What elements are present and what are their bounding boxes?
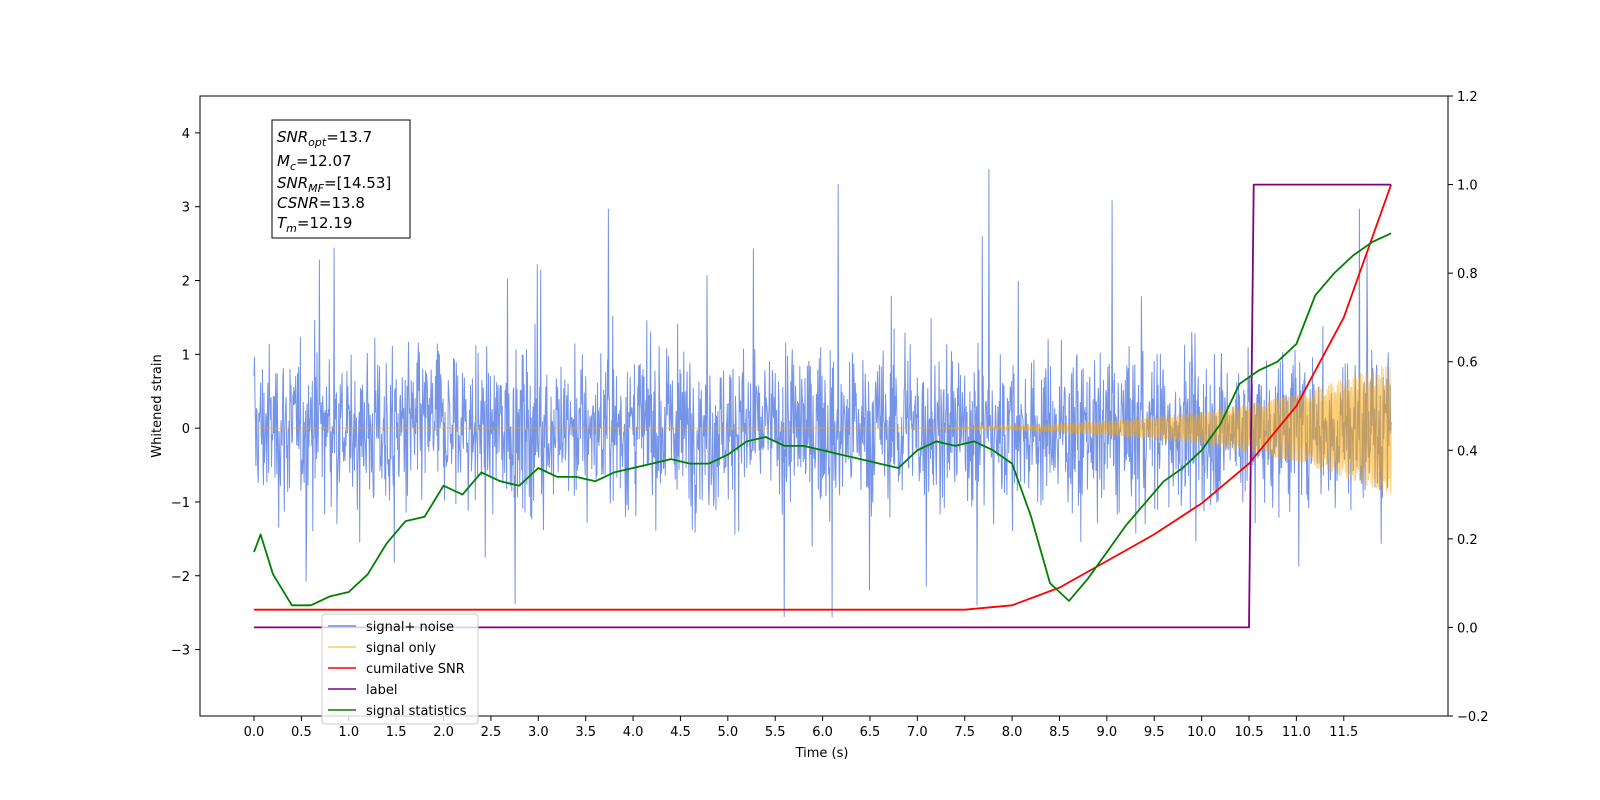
y-axis-label: Whitened strain	[150, 354, 165, 457]
x-tick-label: 2.0	[433, 725, 454, 740]
legend-label-cumilative-snr: cumilative SNR	[366, 662, 465, 677]
x-tick-label: 1.5	[386, 725, 407, 740]
cumilative-snr-line	[254, 184, 1392, 611]
overlay-series	[253, 183, 1392, 629]
annotation-frame	[271, 119, 411, 239]
y-left-tick-label: 0	[182, 422, 190, 437]
label-line	[254, 183, 1392, 629]
x-tick-label: 0.5	[291, 725, 312, 740]
annotation-snr-mf: SNRMF=[14.53]	[277, 174, 391, 195]
x-tick-label: 5.5	[765, 725, 786, 740]
x-axis: 0.0 0.5 1.0 1.5 2.0 2.5 3.0 3.5 4.0 4.5 5.0 5.5 6.0 6…	[244, 716, 1358, 740]
x-tick-label: 4.5	[670, 725, 691, 740]
annotation-mc: Mc=12.07	[277, 152, 352, 173]
legend-label-label: label	[366, 683, 397, 698]
annotation-csnr: CSNR=13.8	[277, 194, 365, 212]
x-tick-label: 6.0	[812, 725, 833, 740]
x-tick-label: 0.0	[244, 725, 265, 740]
y-right-tick-label: −0.2	[1457, 710, 1489, 725]
plot-area	[253, 169, 1392, 629]
y-left-tick-label: 2	[182, 275, 190, 290]
y-left-tick-label: 1	[182, 348, 190, 363]
legend-label-signal-statistics: signal statistics	[366, 704, 467, 719]
x-tick-label: 9.5	[1144, 725, 1165, 740]
y-axis-right: −0.2 0.0 0.2 0.4 0.6 0.8 1.0 1.2	[1448, 90, 1489, 725]
plot-frame	[199, 95, 1449, 717]
y-right-tick-label: 1.0	[1457, 179, 1478, 194]
legend-frame	[321, 613, 479, 725]
x-tick-label: 6.5	[860, 725, 881, 740]
annotation-box: SNRopt=13.7 Mc=12.07 SNRMF=[14.53] CSNR=…	[271, 119, 411, 239]
y-left-tick-label: −2	[171, 570, 190, 585]
x-tick-label: 1.0	[338, 725, 359, 740]
signal-only-series	[254, 364, 1392, 494]
x-tick-label: 2.5	[481, 725, 502, 740]
y-right-tick-label: 0.0	[1457, 621, 1478, 636]
x-tick-label: 7.5	[954, 725, 975, 740]
y-left-tick-label: −1	[171, 496, 190, 511]
x-tick-label: 8.0	[1002, 725, 1023, 740]
annotation-tm: Tm=12.19	[277, 214, 352, 235]
x-tick-label: 4.0	[623, 725, 644, 740]
x-tick-label: 10.0	[1187, 725, 1216, 740]
annotation-snr-opt: SNRopt=13.7	[277, 128, 372, 149]
y-left-tick-label: −3	[171, 644, 190, 659]
y-left-tick-label: 3	[182, 201, 190, 216]
y-right-tick-label: 0.6	[1457, 356, 1478, 371]
x-tick-label: 3.0	[528, 725, 549, 740]
x-tick-label: 5.0	[717, 725, 738, 740]
x-tick-label: 11.0	[1282, 725, 1311, 740]
x-tick-label: 3.5	[575, 725, 596, 740]
x-tick-label: 8.5	[1049, 725, 1070, 740]
y-left-tick-label: 4	[182, 127, 190, 142]
x-axis-label: Time (s)	[795, 746, 849, 761]
signal-statistics-line	[253, 232, 1392, 607]
y-right-tick-label: 0.4	[1457, 444, 1478, 459]
y-axis-left: −3 −2 −1 0 1 2 3 4	[171, 127, 200, 659]
x-tick-label: 9.0	[1097, 725, 1118, 740]
legend-label-signal-only: signal only	[366, 641, 436, 656]
y-right-tick-label: 0.8	[1457, 267, 1478, 282]
y-right-tick-label: 0.2	[1457, 533, 1478, 548]
signal-only-line	[254, 364, 1392, 494]
legend-label-signal-noise: signal+ noise	[366, 620, 454, 635]
x-tick-label: 7.0	[907, 725, 928, 740]
x-tick-label: 10.5	[1235, 725, 1264, 740]
x-tick-label: 11.5	[1329, 725, 1358, 740]
legend: signal+ noise signal only cumilative SNR…	[321, 613, 479, 725]
y-right-tick-label: 1.2	[1457, 90, 1478, 105]
